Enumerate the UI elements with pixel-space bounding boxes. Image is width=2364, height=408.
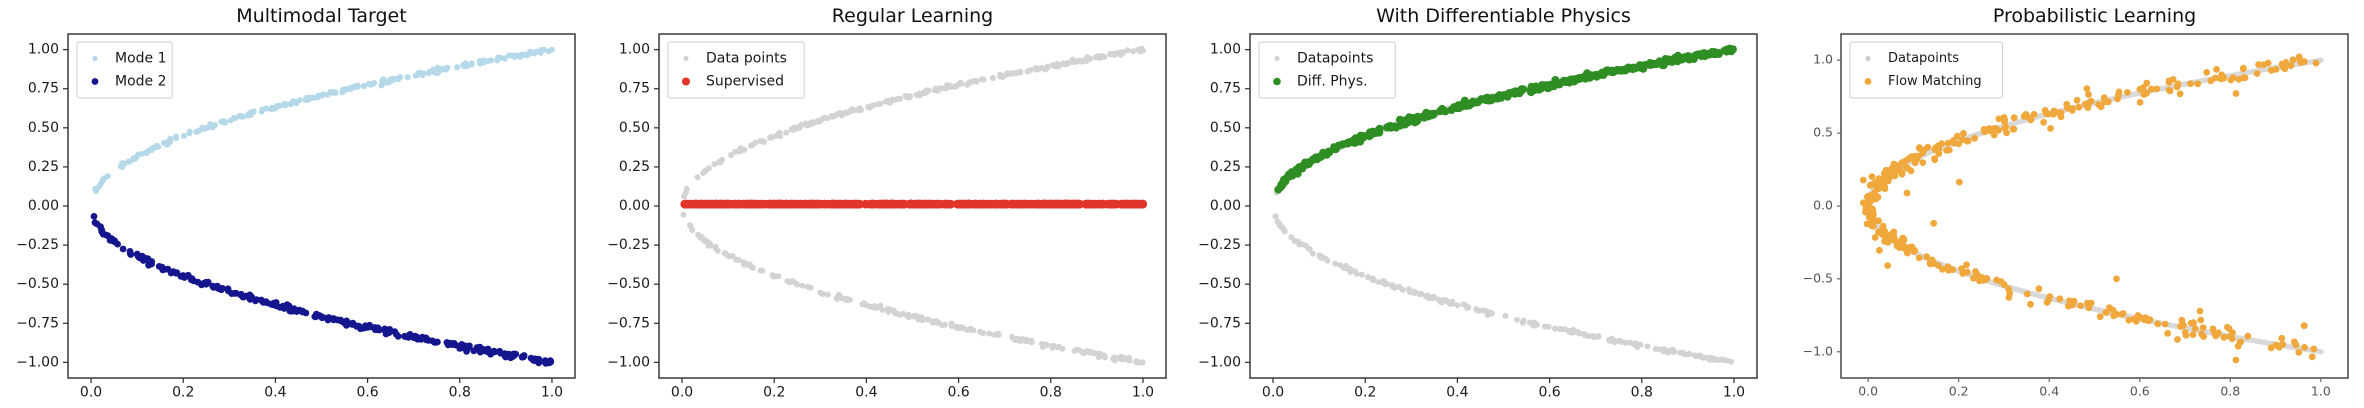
svg-text:0.25: 0.25 xyxy=(28,159,59,175)
svg-text:0.75: 0.75 xyxy=(619,81,650,97)
svg-text:−1.00: −1.00 xyxy=(607,354,650,370)
svg-text:Diff. Phys.: Diff. Phys. xyxy=(1297,74,1368,90)
svg-text:0.0: 0.0 xyxy=(671,385,693,401)
svg-text:0.4: 0.4 xyxy=(1446,385,1468,401)
scatter-plot-differentiable-physics: 0.0 0.2 0.4 0.6 0.8 1.0 1.00 0.75 0.50 0.25 0.00 −0… xyxy=(1198,33,1758,401)
svg-text:0.50: 0.50 xyxy=(28,120,59,136)
svg-text:1.0: 1.0 xyxy=(541,385,563,401)
svg-text:−0.50: −0.50 xyxy=(16,276,59,292)
panel-differentiable-physics: With Differentiable Physics 0.0 0.2 0.4 0.6… xyxy=(1182,0,1773,408)
svg-text:0.2: 0.2 xyxy=(763,385,785,401)
svg-text:0.6: 0.6 xyxy=(1538,385,1560,401)
svg-text:0.5: 0.5 xyxy=(1813,125,1833,140)
svg-text:−1.0: −1.0 xyxy=(1803,343,1833,358)
svg-text:0.6: 0.6 xyxy=(356,385,378,401)
svg-text:Data points: Data points xyxy=(706,51,787,67)
svg-text:0.75: 0.75 xyxy=(1210,81,1241,97)
svg-text:0.50: 0.50 xyxy=(619,120,650,136)
svg-text:0.2: 0.2 xyxy=(1354,385,1376,401)
svg-text:0.2: 0.2 xyxy=(1949,384,1969,399)
svg-text:1.0: 1.0 xyxy=(2311,384,2331,399)
svg-text:Supervised: Supervised xyxy=(706,74,784,90)
svg-text:−0.5: −0.5 xyxy=(1803,270,1833,285)
svg-text:−0.75: −0.75 xyxy=(607,315,650,331)
svg-text:−0.50: −0.50 xyxy=(607,276,650,292)
svg-text:0.00: 0.00 xyxy=(1210,198,1241,214)
panel-title: Regular Learning xyxy=(831,5,994,27)
panel-multimodal-target: Multimodal Target 0.0 0.2 0.4 0.6 0.8 1.0 1.00… xyxy=(0,0,591,408)
svg-text:Flow Matching: Flow Matching xyxy=(1888,74,1982,89)
svg-text:0.50: 0.50 xyxy=(1210,120,1241,136)
svg-text:1.0: 1.0 xyxy=(1132,385,1154,401)
svg-text:Datapoints: Datapoints xyxy=(1297,51,1373,67)
panel-title: Probabilistic Learning xyxy=(1992,5,2197,27)
svg-text:1.00: 1.00 xyxy=(28,42,59,58)
svg-text:1.00: 1.00 xyxy=(619,42,650,58)
svg-text:1.00: 1.00 xyxy=(1210,42,1241,58)
svg-text:0.8: 0.8 xyxy=(2220,384,2240,399)
svg-text:0.0: 0.0 xyxy=(1858,384,1878,399)
panel-probabilistic-learning: Probabilistic Learning 0.0 0.2 0.4 0.6 0.8 1.… xyxy=(1773,0,2364,408)
svg-text:−0.50: −0.50 xyxy=(1198,276,1241,292)
svg-text:0.25: 0.25 xyxy=(1210,159,1241,175)
svg-text:−0.25: −0.25 xyxy=(16,237,59,253)
panel-regular-learning: Regular Learning 0.0 0.2 0.4 0.6 0.8 1.0 1.00 0… xyxy=(591,0,1182,408)
scatter-plot-regular-learning: 0.0 0.2 0.4 0.6 0.8 1.0 1.00 0.75 0.50 0.25 0.00 −0… xyxy=(607,33,1167,401)
svg-text:0.0: 0.0 xyxy=(1813,198,1833,213)
svg-text:Mode 2: Mode 2 xyxy=(115,74,167,90)
svg-text:−1.00: −1.00 xyxy=(16,354,59,370)
svg-text:0.00: 0.00 xyxy=(28,198,59,214)
svg-text:0.0: 0.0 xyxy=(1262,385,1284,401)
panel-title: With Differentiable Physics xyxy=(1376,5,1631,27)
svg-text:−0.25: −0.25 xyxy=(1198,237,1241,253)
svg-text:0.25: 0.25 xyxy=(619,159,650,175)
svg-text:−0.75: −0.75 xyxy=(1198,315,1241,331)
svg-text:0.2: 0.2 xyxy=(172,385,194,401)
svg-text:0.8: 0.8 xyxy=(1631,385,1653,401)
svg-text:0.8: 0.8 xyxy=(1040,385,1062,401)
svg-text:0.4: 0.4 xyxy=(855,385,877,401)
scatter-plot-multimodal-target: 0.0 0.2 0.4 0.6 0.8 1.0 1.00 0.75 0.50 0.25 0.00 −0… xyxy=(16,33,576,401)
svg-text:Datapoints: Datapoints xyxy=(1888,51,1959,66)
svg-text:Mode 1: Mode 1 xyxy=(115,51,167,67)
svg-text:0.0: 0.0 xyxy=(80,385,102,401)
svg-text:1.0: 1.0 xyxy=(1723,385,1745,401)
svg-text:1.0: 1.0 xyxy=(1813,52,1833,67)
scatter-plot-probabilistic-learning: 0.0 0.2 0.4 0.6 0.8 1.0 1.0 0.5 0.0 −0.5 −1.0 Datap… xyxy=(1803,33,2349,399)
svg-text:0.75: 0.75 xyxy=(28,81,59,97)
svg-text:0.4: 0.4 xyxy=(264,385,286,401)
svg-text:0.00: 0.00 xyxy=(619,198,650,214)
svg-text:−1.00: −1.00 xyxy=(1198,354,1241,370)
svg-text:−0.25: −0.25 xyxy=(607,237,650,253)
svg-text:0.4: 0.4 xyxy=(2039,384,2059,399)
svg-text:−0.75: −0.75 xyxy=(16,315,59,331)
svg-text:0.8: 0.8 xyxy=(449,385,471,401)
panel-title: Multimodal Target xyxy=(236,5,407,27)
svg-text:0.6: 0.6 xyxy=(2130,384,2150,399)
svg-text:0.6: 0.6 xyxy=(947,385,969,401)
